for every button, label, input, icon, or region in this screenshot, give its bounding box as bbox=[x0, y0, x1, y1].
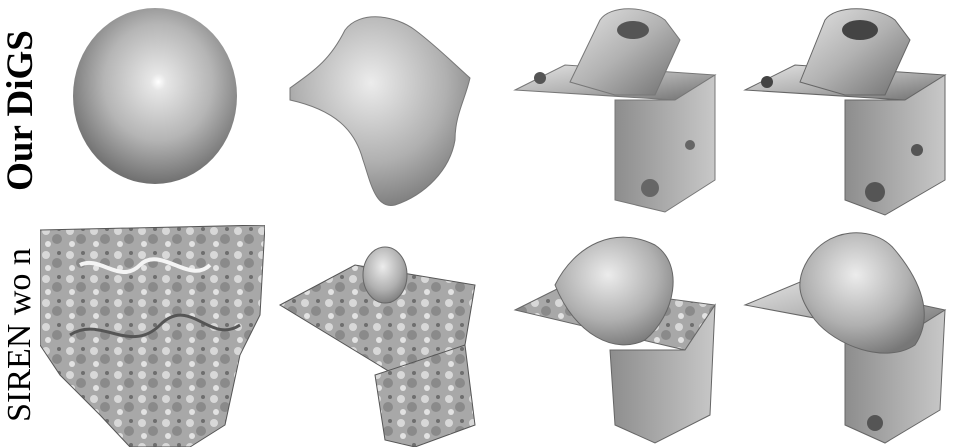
row-label-siren: SIREN wo n bbox=[0, 222, 40, 447]
panel-digs-sphere bbox=[45, 0, 270, 222]
panel-siren-noisy-bracket-2 bbox=[505, 225, 730, 447]
panel-digs-bracket-fine bbox=[735, 0, 953, 222]
panel-siren-noisy-bracket-1 bbox=[275, 225, 500, 447]
row-label-digs: Our DiGS bbox=[0, 0, 41, 220]
panel-digs-blob bbox=[275, 0, 500, 222]
panel-siren-noise-cloud bbox=[40, 225, 265, 447]
row-label-digs-text: Our DiGS bbox=[0, 29, 41, 191]
panel-digs-bracket-coarse bbox=[505, 0, 730, 222]
row-label-siren-text: SIREN wo n bbox=[1, 247, 39, 422]
panel-siren-noisy-bracket-3 bbox=[735, 225, 953, 447]
